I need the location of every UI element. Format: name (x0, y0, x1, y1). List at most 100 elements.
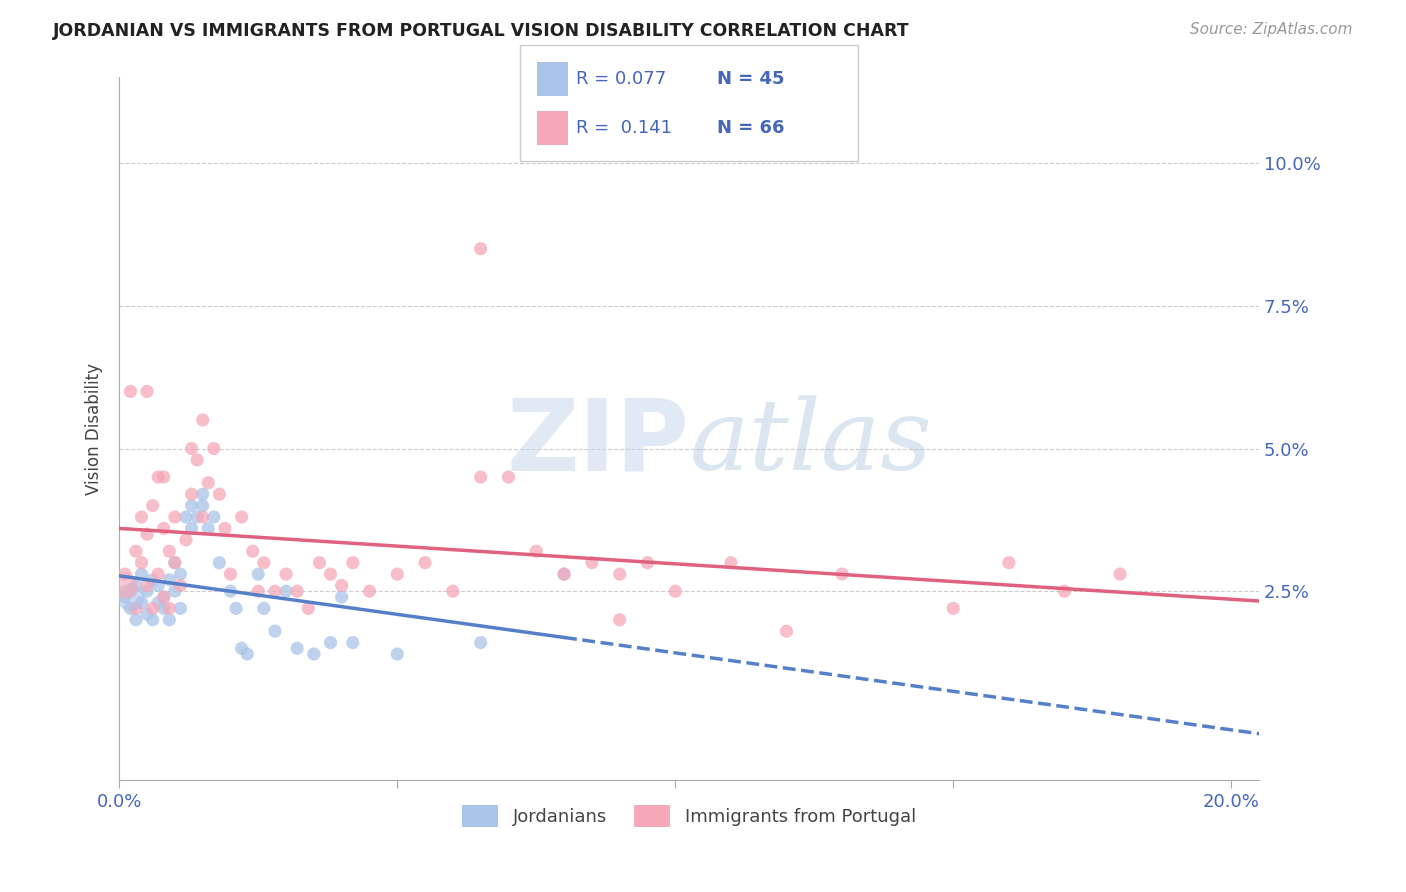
Point (125, 544, 148, 558)
Point (441, 584, 464, 599)
Point (136, 384, 159, 399)
Point (274, 567, 297, 582)
Point (163, 510, 186, 524)
Point (219, 567, 242, 582)
Point (664, 584, 686, 599)
Point (208, 487, 231, 501)
Point (342, 635, 364, 649)
Point (219, 584, 242, 599)
Point (152, 590, 174, 604)
Point (253, 556, 276, 570)
Point (387, 567, 409, 582)
Point (148, 567, 170, 582)
Point (125, 578, 148, 592)
Point (152, 521, 174, 535)
Point (553, 567, 575, 582)
Point (253, 601, 276, 615)
Point (637, 556, 659, 570)
Point (231, 641, 253, 656)
Point (180, 521, 202, 535)
Point (180, 442, 202, 456)
Point (831, 567, 853, 582)
Point (125, 601, 148, 615)
Point (125, 613, 148, 627)
Text: atlas: atlas (689, 395, 932, 491)
Text: ZIP: ZIP (506, 394, 689, 491)
Point (191, 510, 214, 524)
Point (114, 578, 136, 592)
Point (942, 601, 965, 615)
Point (169, 578, 191, 592)
Point (581, 556, 603, 570)
Point (142, 499, 165, 513)
Point (174, 533, 197, 547)
Point (120, 384, 142, 399)
Point (180, 499, 202, 513)
Point (1109, 567, 1132, 582)
Point (264, 584, 287, 599)
Point (285, 641, 308, 656)
Point (148, 596, 170, 610)
Point (319, 567, 342, 582)
Point (524, 544, 547, 558)
Text: JORDANIAN VS IMMIGRANTS FROM PORTUGAL VISION DISABILITY CORRELATION CHART: JORDANIAN VS IMMIGRANTS FROM PORTUGAL VI… (53, 22, 910, 40)
Point (131, 510, 153, 524)
Legend: Jordanians, Immigrants from Portugal: Jordanians, Immigrants from Portugal (456, 797, 924, 834)
Point (152, 470, 174, 484)
Point (131, 556, 153, 570)
Y-axis label: Vision Disability: Vision Disability (86, 362, 103, 494)
Point (120, 601, 142, 615)
Text: N = 66: N = 66 (717, 119, 785, 136)
Point (302, 647, 325, 661)
Point (387, 647, 409, 661)
Point (120, 590, 142, 604)
Point (274, 584, 297, 599)
Point (152, 590, 174, 604)
Point (142, 573, 165, 587)
Point (330, 578, 353, 592)
Point (202, 442, 225, 456)
Point (308, 556, 330, 570)
Point (247, 584, 270, 599)
Point (148, 470, 170, 484)
Point (136, 578, 159, 592)
Point (191, 487, 214, 501)
Point (191, 499, 214, 513)
Point (131, 596, 153, 610)
Point (998, 556, 1021, 570)
Point (136, 527, 159, 541)
Point (285, 584, 308, 599)
Point (157, 613, 180, 627)
Point (470, 242, 492, 256)
Point (609, 567, 631, 582)
Point (609, 613, 631, 627)
Point (136, 607, 159, 621)
Point (470, 470, 492, 484)
Text: R = 0.077: R = 0.077 (576, 70, 666, 88)
Point (242, 544, 264, 558)
Point (264, 624, 287, 639)
Point (136, 584, 159, 599)
Point (169, 601, 191, 615)
Point (775, 624, 797, 639)
Point (236, 647, 259, 661)
Point (498, 470, 520, 484)
Point (157, 573, 180, 587)
Point (186, 510, 208, 524)
Point (231, 510, 253, 524)
Text: R =  0.141: R = 0.141 (576, 119, 672, 136)
Point (152, 601, 174, 615)
Point (342, 556, 364, 570)
Point (191, 413, 214, 427)
Point (720, 556, 742, 570)
Point (214, 521, 236, 535)
Point (225, 601, 247, 615)
Point (180, 487, 202, 501)
Point (330, 590, 353, 604)
Point (208, 556, 231, 570)
Point (163, 556, 186, 570)
Point (163, 584, 186, 599)
Point (202, 510, 225, 524)
Point (114, 567, 136, 582)
Point (148, 578, 170, 592)
